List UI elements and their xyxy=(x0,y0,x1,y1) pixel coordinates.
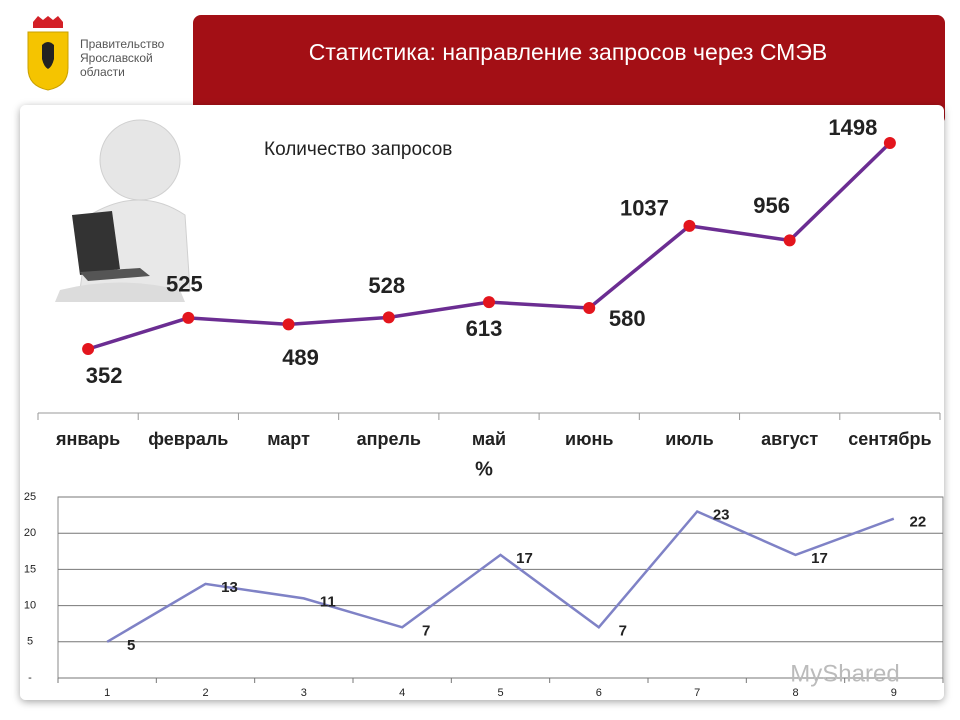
chart-subtitle: Количество запросов xyxy=(264,139,452,160)
watermark: MyShared xyxy=(790,660,899,687)
point xyxy=(683,219,696,232)
x-tick-label: июнь xyxy=(565,429,613,449)
org-line: Правительство xyxy=(80,37,165,51)
data-label: 1037 xyxy=(620,196,669,221)
person-illustration xyxy=(55,119,191,302)
x-tick-label: 2 xyxy=(202,687,208,699)
y-tick-label: 15 xyxy=(24,563,36,575)
x-tick-label: август xyxy=(761,429,818,449)
point xyxy=(282,318,295,331)
x-tick-label: январь xyxy=(55,429,120,449)
point xyxy=(583,302,596,315)
x-tick-label: сентябрь xyxy=(848,429,931,449)
data-label: 23 xyxy=(713,506,730,523)
data-label: 528 xyxy=(368,273,405,298)
x-tick-label: 4 xyxy=(399,687,405,699)
data-label: 352 xyxy=(86,363,123,388)
crest xyxy=(27,16,69,91)
data-label: 1498 xyxy=(828,115,877,140)
x-tick-label: апрель xyxy=(357,429,421,449)
data-label: 11 xyxy=(320,593,336,610)
data-label: 489 xyxy=(282,345,319,370)
x-tick-label: 6 xyxy=(596,687,602,699)
x-tick-label: 9 xyxy=(891,687,897,699)
point xyxy=(783,234,796,247)
x-tick-label: март xyxy=(267,429,310,449)
org-line: Ярославской xyxy=(80,51,153,65)
data-label: 22 xyxy=(909,514,926,531)
y-tick-label: 25 xyxy=(24,491,36,503)
point xyxy=(382,311,395,324)
data-label: 17 xyxy=(516,550,533,567)
y-tick-label: 5 xyxy=(27,636,33,648)
data-label: 7 xyxy=(422,622,430,639)
x-tick-label: февраль xyxy=(148,429,228,449)
data-label: 17 xyxy=(811,550,828,567)
data-label: 580 xyxy=(609,306,646,331)
y-tick-label: - xyxy=(28,672,32,684)
y-axis-label: % xyxy=(475,458,493,480)
data-label: 7 xyxy=(619,622,627,639)
slide-title: Статистика: направление запросов через С… xyxy=(309,39,827,65)
point xyxy=(483,296,495,309)
x-tick-label: май xyxy=(472,429,506,449)
org-name: Правительство Ярославской области xyxy=(80,37,165,79)
point xyxy=(82,343,95,355)
data-label: 5 xyxy=(127,637,135,654)
y-tick-label: 20 xyxy=(24,527,36,539)
x-tick-label: июль xyxy=(665,429,714,449)
data-label: 525 xyxy=(166,272,203,297)
data-label: 13 xyxy=(221,579,238,596)
data-label: 613 xyxy=(466,316,503,341)
x-tick-label: 5 xyxy=(497,687,503,699)
line-series xyxy=(106,509,895,643)
x-tick-label: 1 xyxy=(104,687,110,699)
org-line: области xyxy=(80,65,125,79)
x-tick-label: 8 xyxy=(792,687,798,699)
x-tick-label: 7 xyxy=(694,687,700,699)
header-band xyxy=(193,15,945,125)
point xyxy=(182,311,195,324)
data-label: 956 xyxy=(753,193,790,218)
content-panel xyxy=(20,105,944,700)
x-tick-label: 3 xyxy=(301,687,307,699)
y-tick-label: 10 xyxy=(24,600,36,612)
point xyxy=(883,137,896,149)
